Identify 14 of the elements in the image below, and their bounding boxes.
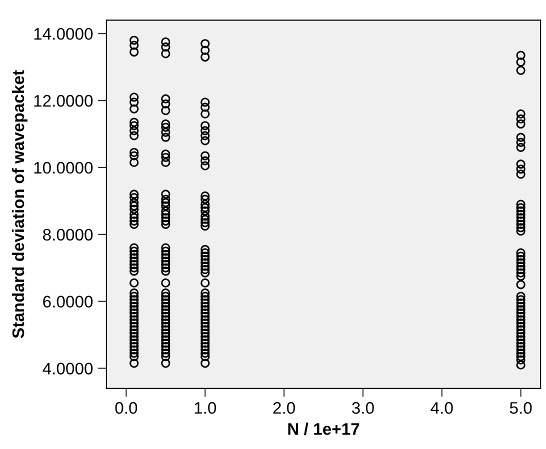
x-tick-label: 0.0 — [115, 402, 138, 414]
y-tick-label: 14.0000 — [34, 28, 93, 40]
y-tick-label: 8.0000 — [43, 228, 93, 241]
y-tick-label: 6.0000 — [43, 296, 93, 308]
x-tick-label: 1.0 — [194, 402, 216, 414]
y-tick-label: 4.0000 — [42, 362, 93, 375]
y-axis-title: Standard deviation of wavepacket — [12, 70, 28, 338]
y-tick-label: 12.0000 — [34, 94, 93, 107]
x-tick-label: 4.0 — [430, 402, 453, 414]
x-axis-title: N / 1e+17 — [288, 422, 360, 436]
y-tick-label: 10.0000 — [34, 162, 93, 174]
x-tick-label: 2.0 — [273, 402, 295, 414]
x-tick-label: 3.0 — [352, 402, 374, 414]
x-tick-label: 5.0 — [510, 402, 532, 414]
